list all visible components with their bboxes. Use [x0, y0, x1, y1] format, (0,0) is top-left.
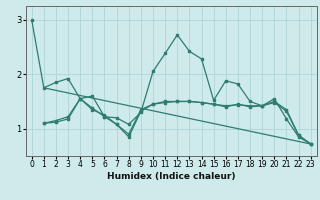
X-axis label: Humidex (Indice chaleur): Humidex (Indice chaleur)	[107, 172, 236, 181]
